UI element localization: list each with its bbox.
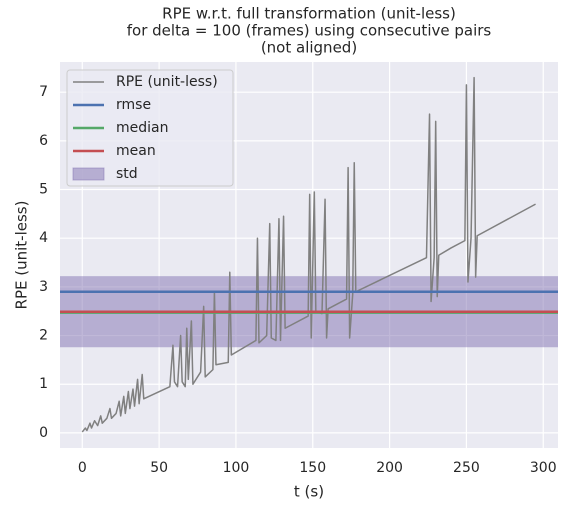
x-tick-label: 150 (299, 460, 326, 476)
chart-title: (not aligned) (261, 39, 357, 57)
y-axis-label: RPE (unit-less) (13, 201, 31, 310)
y-tick-label: 1 (39, 376, 48, 392)
y-tick-label: 2 (39, 328, 48, 344)
legend-label: median (116, 120, 168, 136)
legend-swatch (72, 167, 105, 181)
legend-label: RPE (unit-less) (116, 74, 218, 90)
y-tick-label: 5 (39, 182, 48, 198)
x-tick-label: 0 (78, 460, 87, 476)
x-tick-label: 200 (376, 460, 403, 476)
legend-label: mean (116, 143, 156, 159)
x-tick-label: 250 (453, 460, 480, 476)
x-tick-label: 100 (223, 460, 250, 476)
legend-label: rmse (116, 97, 151, 113)
x-tick-label: 50 (150, 460, 168, 476)
legend-box (66, 69, 234, 187)
data-line (81, 76, 536, 433)
chart-title: for delta = 100 (frames) using consecuti… (127, 22, 492, 40)
x-axis-label: t (s) (294, 483, 324, 501)
y-tick-label: 3 (39, 279, 48, 295)
x-tick-label: 300 (530, 460, 557, 476)
y-tick-label: 4 (39, 230, 48, 246)
legend-label: std (116, 166, 138, 182)
y-tick-label: 6 (39, 133, 48, 149)
y-tick-label: 7 (39, 84, 48, 100)
chart-title: RPE w.r.t. full transformation (unit-les… (162, 5, 456, 23)
y-tick-label: 0 (39, 425, 48, 441)
